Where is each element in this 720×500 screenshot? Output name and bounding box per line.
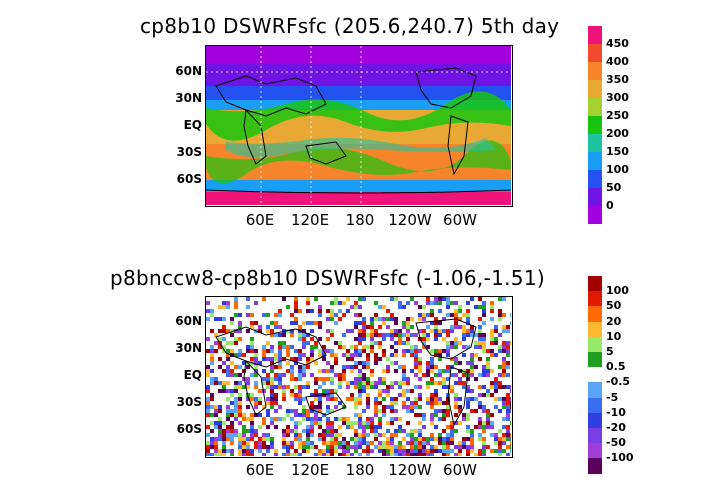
colorbar-swatch [588,98,602,116]
lat-label: 30S [176,145,202,159]
colorbar-label: -5 [606,390,619,404]
lat-label: 60S [176,172,202,186]
colorbar-swatch [588,321,602,337]
colorbar-swatch [588,134,602,152]
colorbar-swatch [588,291,602,307]
colorbar-swatch [588,443,602,459]
map-canvas [206,46,511,205]
lon-label: 60E [245,461,275,479]
colorbar-swatch [588,276,602,292]
lon-label: 120W [388,461,432,479]
lat-label: EQ [183,118,202,132]
colorbar-label: 5 [606,345,614,358]
panel-title: p8bnccw8-cp8b10 DSWRFsfc (-1.06,-1.51) [110,266,545,290]
colorbar-label: 450 [606,37,629,50]
colorbar-label: 20 [606,314,622,328]
colorbar-swatch [588,206,602,224]
colorbar-label: 0 [606,199,614,212]
lat-label: 60N [175,64,202,78]
lat-label: 30N [175,341,202,355]
lon-label: 120E [290,211,330,229]
colorbar-swatch [588,458,602,474]
colorbar-swatch [588,80,602,98]
lat-label: 60N [175,314,202,328]
colorbar-swatch [588,44,602,62]
colorbar-swatch [588,352,602,368]
colorbar-swatch [588,412,602,428]
colorbar-swatch [588,26,602,44]
lat-label: EQ [183,368,202,382]
lon-label: 180 [345,461,375,479]
map-plot [205,45,513,207]
colorbar-swatch [588,367,602,383]
lon-label: 120W [388,211,432,229]
colorbar-label: 50 [606,299,622,313]
colorbar-swatch [588,62,602,80]
colorbar-swatch [588,188,602,206]
lat-label: 30S [176,395,202,409]
colorbar-label: -20 [606,421,626,434]
colorbar-swatch [588,397,602,413]
lon-label: 60W [443,211,477,229]
colorbar-label: 100 [606,163,629,176]
colorbar-label: -100 [606,451,634,465]
colorbar-swatch [588,382,602,398]
colorbar-swatch [588,428,602,444]
colorbar-label: -0.5 [606,375,631,389]
colorbar-label: 50 [606,181,622,194]
colorbar-swatch [588,152,602,170]
colorbar-swatch [588,170,602,188]
colorbar-label: 10 [606,329,622,343]
colorbar-swatch [588,306,602,322]
colorbar-label: 350 [606,73,629,86]
colorbar-label: 100 [606,284,629,298]
colorbar-label: -50 [606,436,626,450]
map-plot [205,296,513,458]
colorbar-label: 0.5 [606,360,626,374]
panel-title: cp8b10 DSWRFsfc (205.6,240.7) 5th day [140,14,560,38]
lat-label: 60S [176,422,202,436]
colorbar-label: 150 [606,145,629,158]
lon-label: 120E [290,461,330,479]
map-canvas [206,297,511,456]
colorbar-label: -10 [606,405,626,419]
colorbar-label: 300 [606,91,629,104]
colorbar-label: 250 [606,109,629,122]
lat-label: 30N [175,91,202,105]
colorbar-label: 400 [606,55,629,68]
colorbar-label: 200 [606,127,629,140]
lon-label: 60E [245,211,275,229]
colorbar-swatch [588,116,602,134]
colorbar-swatch [588,336,602,352]
lon-label: 180 [345,211,375,229]
lon-label: 60W [443,461,477,479]
